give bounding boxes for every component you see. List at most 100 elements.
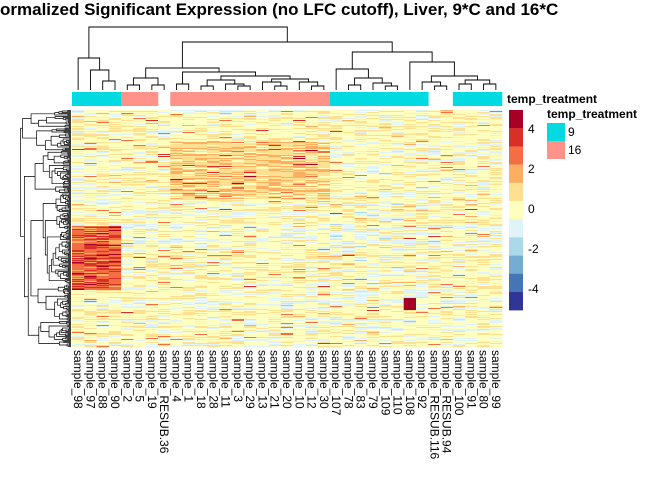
heatmap-cell bbox=[145, 243, 159, 245]
heatmap-cell bbox=[72, 287, 85, 289]
heatmap-cell bbox=[416, 249, 429, 251]
heatmap-cell bbox=[293, 128, 306, 130]
heatmap-cell bbox=[465, 167, 478, 169]
heatmap-cell bbox=[305, 236, 319, 241]
heatmap-cell bbox=[72, 260, 85, 262]
heatmap-cell bbox=[268, 311, 282, 313]
heatmap-cell bbox=[170, 254, 183, 256]
heatmap-cell bbox=[354, 158, 368, 160]
heatmap-cell bbox=[354, 113, 368, 115]
heatmap-cell bbox=[379, 187, 392, 190]
heatmap-cell bbox=[305, 218, 319, 223]
heatmap-cell bbox=[465, 156, 478, 158]
heatmap-cell bbox=[121, 197, 134, 199]
heatmap-cell bbox=[72, 206, 85, 209]
heatmap-cell bbox=[403, 158, 417, 160]
heatmap-cell bbox=[452, 306, 466, 308]
heatmap-cell bbox=[391, 166, 405, 168]
heatmap-cell bbox=[108, 190, 122, 192]
heatmap-cell bbox=[465, 298, 478, 301]
heatmap-cell bbox=[194, 208, 208, 210]
heatmap-cell bbox=[96, 151, 110, 153]
heatmap-cell bbox=[391, 257, 405, 259]
heatmap-cell bbox=[280, 304, 294, 306]
heatmap-cell bbox=[379, 207, 392, 211]
heatmap-cell bbox=[158, 186, 171, 188]
heatmap-cell bbox=[452, 131, 466, 133]
heatmap-cell bbox=[440, 270, 454, 272]
heatmap-cell bbox=[231, 169, 245, 171]
heatmap-cell bbox=[194, 219, 208, 222]
heatmap-cell bbox=[416, 305, 429, 309]
heatmap-cell bbox=[108, 165, 122, 167]
heatmap-cell bbox=[416, 218, 429, 220]
heatmap-cell bbox=[219, 321, 233, 324]
heatmap-cell bbox=[133, 156, 147, 158]
heatmap-cell bbox=[354, 283, 368, 285]
heatmap-cell bbox=[268, 266, 282, 271]
heatmap-cell bbox=[465, 255, 478, 257]
heatmap-cell bbox=[256, 337, 269, 339]
heatmap-cell bbox=[268, 187, 282, 189]
heatmap-cell bbox=[379, 323, 392, 326]
heatmap-cell bbox=[452, 334, 466, 336]
heatmap-cell bbox=[108, 171, 122, 174]
heatmap-cell bbox=[317, 328, 331, 330]
heatmap-cell bbox=[170, 265, 183, 267]
heatmap-cell bbox=[182, 289, 196, 291]
heatmap-cell bbox=[219, 258, 233, 261]
heatmap-cell bbox=[379, 276, 392, 281]
heatmap-cell bbox=[440, 249, 454, 252]
heatmap-cell bbox=[268, 338, 282, 340]
heatmap-cell bbox=[428, 152, 441, 156]
heatmap-cell bbox=[72, 281, 85, 283]
heatmap-cell bbox=[121, 323, 134, 327]
heatmap-cell bbox=[207, 150, 220, 154]
heatmap-cell bbox=[305, 128, 319, 130]
heatmap-cell bbox=[72, 277, 85, 279]
heatmap-cell bbox=[256, 305, 269, 310]
heatmap-cell bbox=[366, 307, 380, 309]
heatmap-cell bbox=[280, 200, 294, 203]
heatmap-cell bbox=[96, 322, 110, 324]
heatmap-cell bbox=[280, 241, 294, 243]
heatmap-cell bbox=[379, 173, 392, 175]
heatmap-cell bbox=[379, 258, 392, 260]
heatmap-cell bbox=[72, 116, 85, 118]
heatmap-cell bbox=[428, 337, 441, 339]
heatmap-cell bbox=[96, 247, 110, 249]
heatmap-cell bbox=[72, 280, 85, 282]
heatmap-cell bbox=[477, 289, 491, 296]
heatmap-cell bbox=[182, 130, 196, 132]
heatmap-cell bbox=[207, 255, 220, 257]
heatmap-cell bbox=[170, 153, 183, 155]
heatmap-cell bbox=[256, 182, 269, 184]
heatmap-cell bbox=[72, 230, 85, 236]
heatmap-cell bbox=[219, 261, 233, 264]
heatmap-cell bbox=[170, 279, 183, 281]
heatmap-cell bbox=[416, 222, 429, 225]
heatmap-cell bbox=[158, 324, 171, 327]
heatmap-cell bbox=[72, 115, 85, 117]
heatmap-cell bbox=[108, 183, 122, 188]
heatmap-cell bbox=[477, 168, 491, 170]
heatmap-cell bbox=[465, 301, 478, 304]
heatmap-cell bbox=[330, 174, 343, 176]
heatmap-cell bbox=[121, 146, 134, 148]
heatmap-cell bbox=[465, 254, 478, 256]
heatmap-cell bbox=[342, 189, 355, 191]
heatmap-cell bbox=[366, 299, 380, 301]
heatmap-cell bbox=[145, 306, 159, 308]
heatmap-cell bbox=[231, 332, 245, 335]
heatmap-cell bbox=[231, 147, 245, 150]
heatmap-cell bbox=[170, 221, 183, 223]
heatmap-cell bbox=[452, 135, 466, 137]
heatmap-cell bbox=[403, 281, 417, 283]
heatmap-cell bbox=[194, 160, 208, 162]
heatmap-cell bbox=[84, 163, 97, 165]
heatmap-cell bbox=[84, 145, 97, 147]
heatmap-cell bbox=[330, 332, 343, 334]
heatmap-cell bbox=[452, 297, 466, 299]
heatmap-cell bbox=[231, 302, 245, 304]
heatmap-cell bbox=[194, 326, 208, 329]
